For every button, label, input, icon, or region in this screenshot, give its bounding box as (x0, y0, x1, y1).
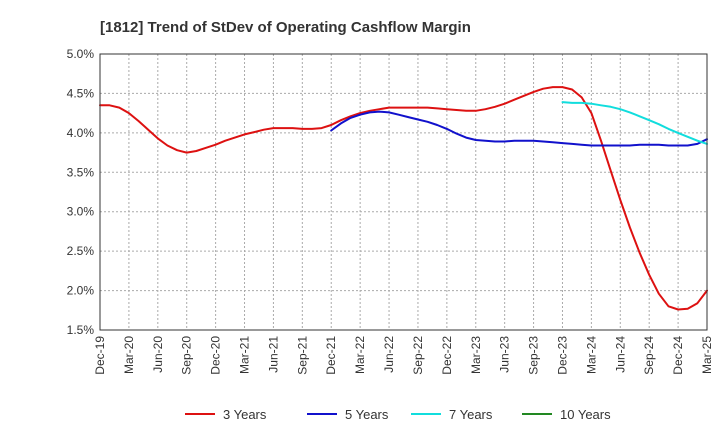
x-tick-label: Mar-25 (700, 336, 714, 374)
x-tick-label: Sep-20 (180, 336, 194, 375)
y-tick-label: 5.0% (67, 47, 95, 61)
x-tick-label: Mar-24 (584, 336, 598, 374)
x-tick-label: Sep-21 (295, 336, 309, 375)
y-axis: 1.5% 2.0% 2.5% 3.0% 3.5% 4.0% 4.5% 5.0% (67, 47, 95, 337)
y-tick-label: 1.5% (67, 323, 95, 337)
x-tick-label: Jun-22 (382, 336, 396, 373)
grid (100, 54, 707, 330)
x-tick-label: Dec-20 (209, 336, 223, 375)
legend: 3 Years 5 Years 7 Years 10 Years (185, 407, 611, 422)
chart-title: [1812] Trend of StDev of Operating Cashf… (100, 19, 471, 36)
legend-label: 7 Years (449, 407, 493, 422)
x-tick-label: Mar-23 (469, 336, 483, 374)
plot-area (100, 54, 707, 330)
x-tick-label: Mar-21 (238, 336, 252, 374)
legend-label: 10 Years (560, 407, 611, 422)
x-tick-label: Dec-23 (555, 336, 569, 375)
y-tick-label: 2.0% (67, 284, 95, 298)
legend-label: 3 Years (223, 407, 267, 422)
y-tick-label: 3.0% (67, 205, 95, 219)
x-tick-label: Dec-19 (93, 336, 107, 375)
series-line-3-years (99, 86, 708, 311)
x-tick-label: Jun-24 (613, 336, 627, 373)
y-tick-label: 4.5% (67, 86, 95, 100)
x-tick-label: Mar-20 (122, 336, 136, 374)
y-tick-label: 2.5% (67, 244, 95, 258)
x-axis: Dec-19 Mar-20 Jun-20 Sep-20 Dec-20 Mar-21 Jun-… (93, 336, 714, 375)
x-tick-label: Sep-22 (411, 336, 425, 375)
x-tick-label: Dec-21 (324, 336, 338, 375)
x-tick-label: Jun-21 (266, 336, 280, 373)
y-tick-label: 4.0% (67, 126, 95, 140)
x-tick-label: Jun-23 (498, 336, 512, 373)
x-tick-label: Sep-23 (527, 336, 541, 375)
plot-frame (99, 53, 708, 331)
y-tick-label: 3.5% (67, 165, 95, 179)
x-tick-label: Dec-24 (671, 336, 685, 375)
x-tick-label: Sep-24 (642, 336, 656, 375)
series-line-5-years (330, 110, 708, 147)
series-layer (99, 86, 708, 311)
x-tick-label: Mar-22 (353, 336, 367, 374)
x-tick-label: Jun-20 (151, 336, 165, 373)
x-tick-label: Dec-22 (440, 336, 454, 375)
legend-label: 5 Years (345, 407, 389, 422)
series-line-7-years (561, 101, 708, 145)
